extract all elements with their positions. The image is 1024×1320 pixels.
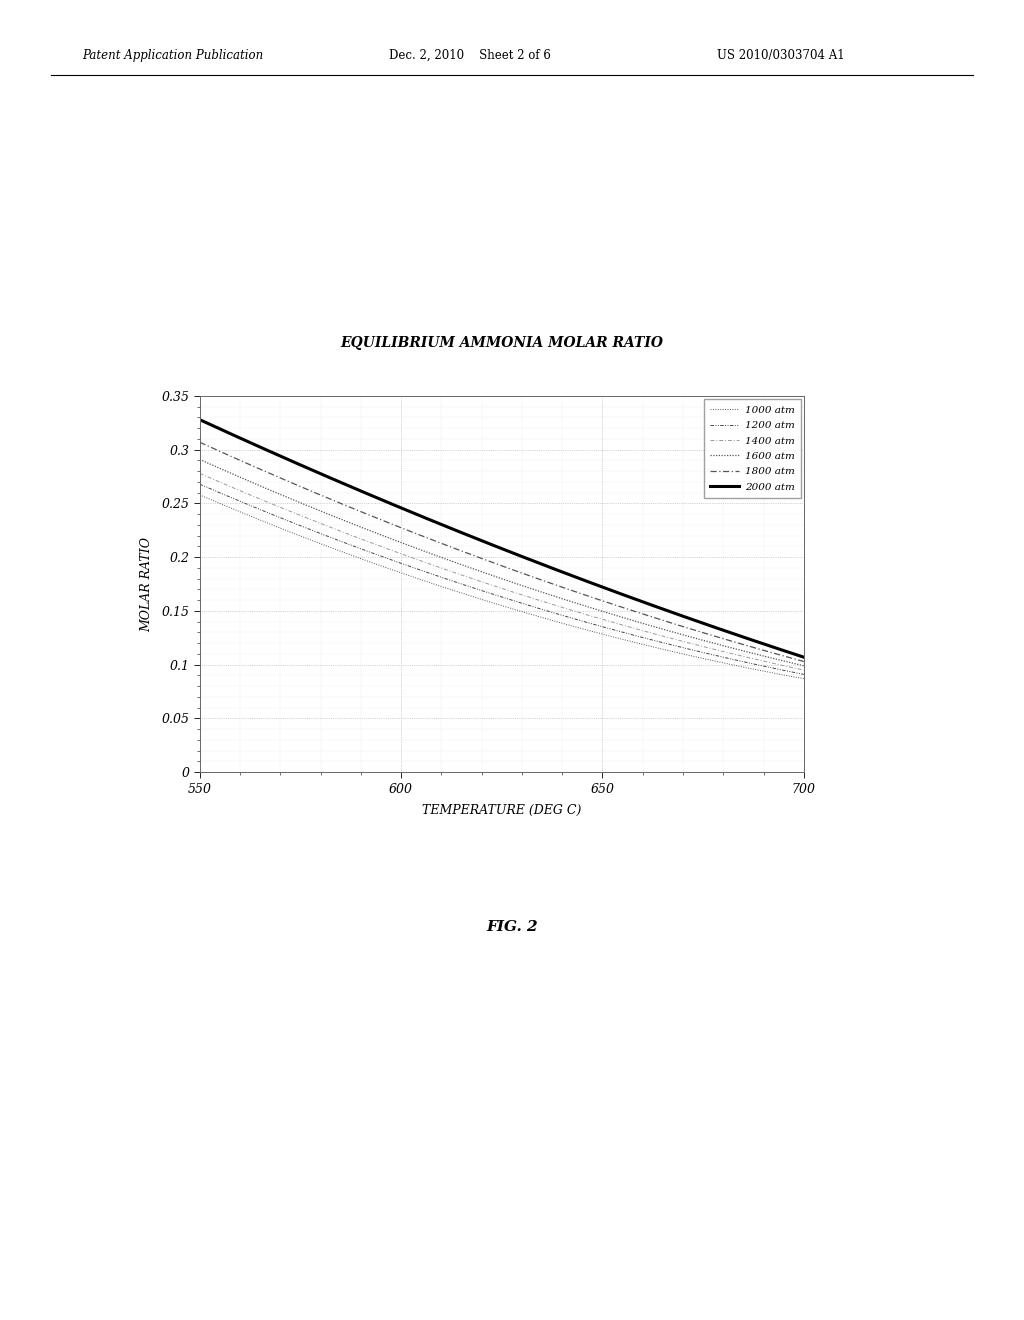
Text: EQUILIBRIUM AMMONIA MOLAR RATIO: EQUILIBRIUM AMMONIA MOLAR RATIO <box>340 335 664 350</box>
Legend: 1000 atm, 1200 atm, 1400 atm, 1600 atm, 1800 atm, 2000 atm: 1000 atm, 1200 atm, 1400 atm, 1600 atm, … <box>703 399 801 498</box>
Text: FIG. 2: FIG. 2 <box>486 920 538 933</box>
Text: Dec. 2, 2010    Sheet 2 of 6: Dec. 2, 2010 Sheet 2 of 6 <box>389 49 551 62</box>
Y-axis label: MOLAR RATIO: MOLAR RATIO <box>140 537 153 631</box>
Text: Patent Application Publication: Patent Application Publication <box>82 49 263 62</box>
Text: US 2010/0303704 A1: US 2010/0303704 A1 <box>717 49 845 62</box>
X-axis label: TEMPERATURE (DEG C): TEMPERATURE (DEG C) <box>422 804 582 817</box>
